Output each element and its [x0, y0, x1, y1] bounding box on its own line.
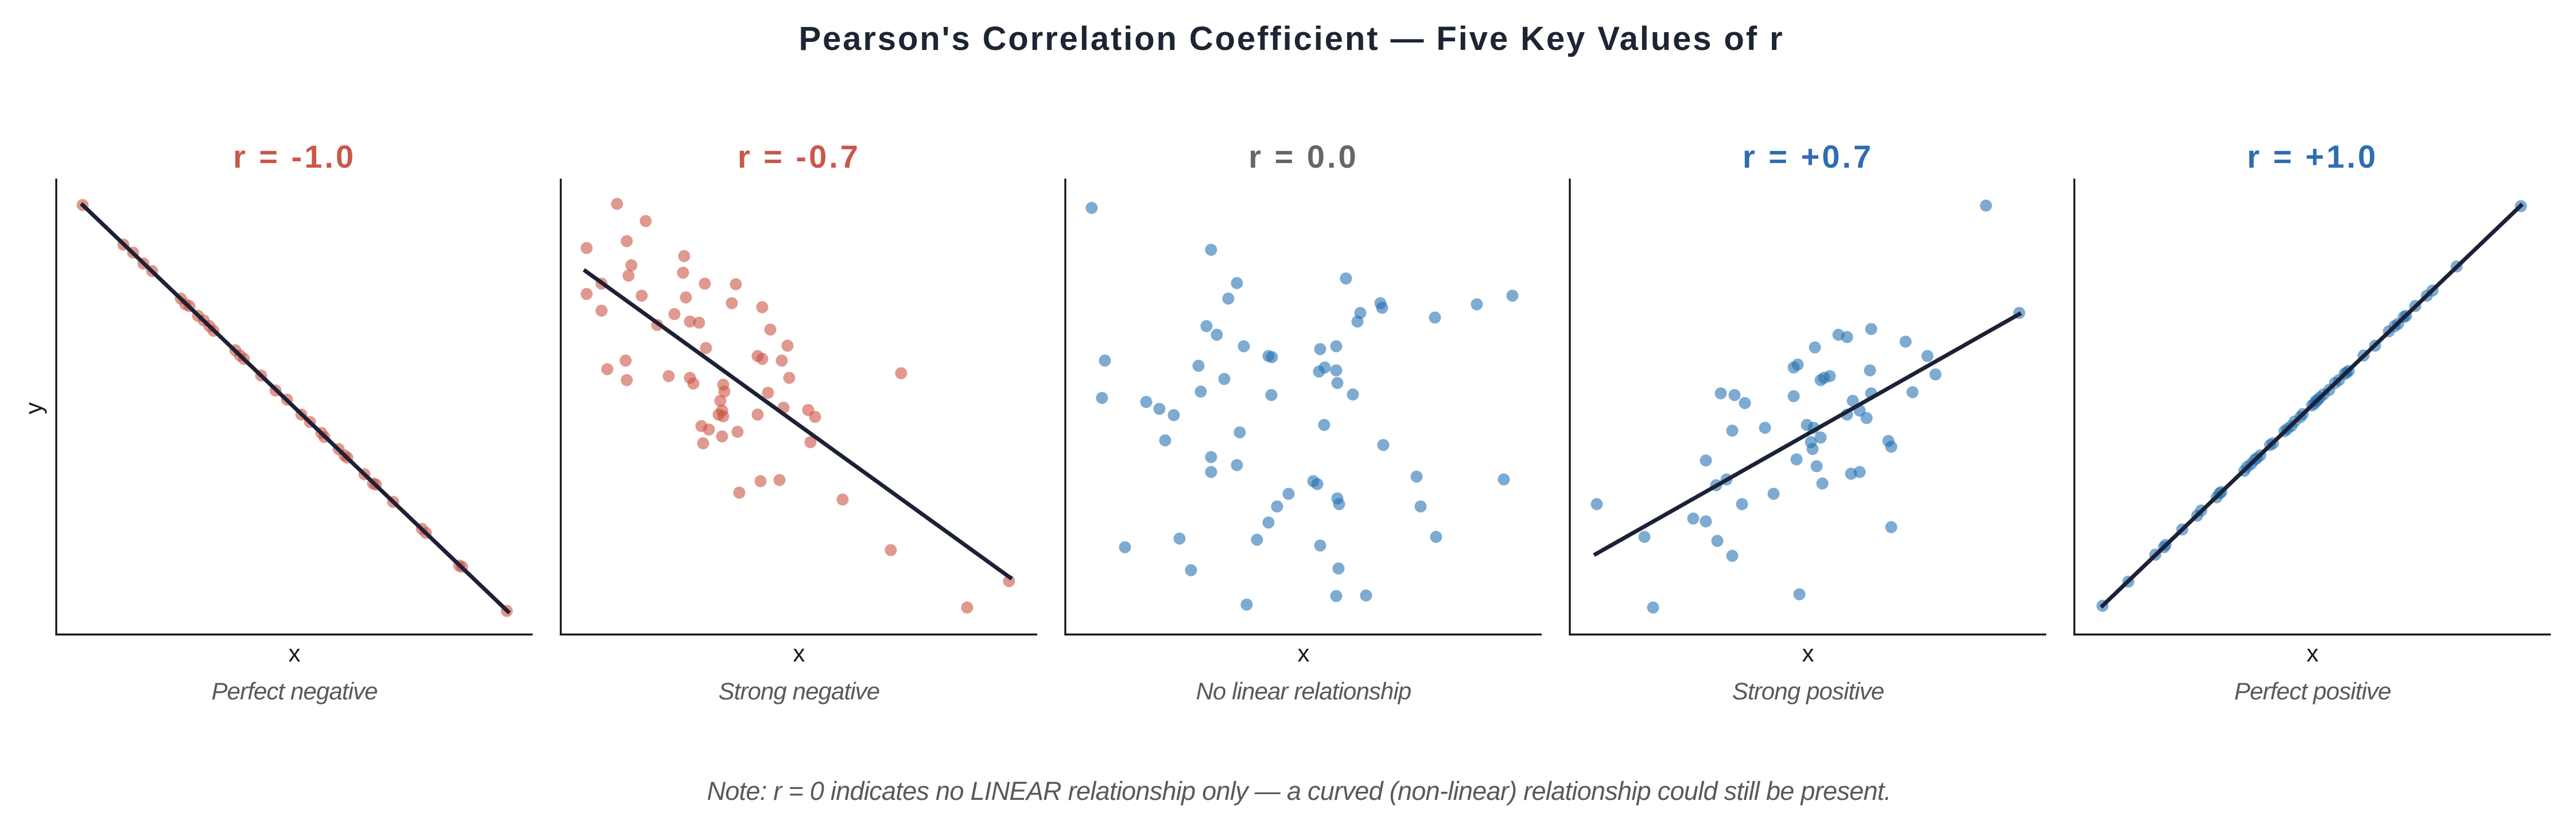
svg-text:x: x: [289, 640, 301, 667]
svg-text:r = -0.7: r = -0.7: [738, 138, 860, 175]
svg-text:Strong positive: Strong positive: [1732, 678, 1884, 705]
svg-text:x: x: [1802, 640, 1814, 667]
svg-text:Note: r = 0 indicates no LINEA: Note: r = 0 indicates no LINEAR relation…: [707, 776, 1891, 806]
svg-text:r = +0.7: r = +0.7: [1743, 138, 1873, 175]
svg-text:x: x: [1298, 640, 1310, 667]
svg-text:x: x: [793, 640, 805, 667]
svg-text:Pearson's Correlation Coeffici: Pearson's Correlation Coefficient — Five…: [799, 20, 1784, 57]
svg-text:r = 0.0: r = 0.0: [1248, 138, 1358, 175]
svg-text:r = -1.0: r = -1.0: [233, 138, 356, 175]
svg-text:Strong negative: Strong negative: [719, 678, 880, 705]
svg-text:y: y: [20, 403, 47, 415]
svg-text:Perfect positive: Perfect positive: [2234, 678, 2391, 705]
svg-text:r = +1.0: r = +1.0: [2247, 138, 2378, 175]
svg-text:No linear relationship: No linear relationship: [1196, 678, 1411, 705]
svg-text:x: x: [2307, 640, 2319, 667]
svg-text:Perfect negative: Perfect negative: [211, 678, 377, 705]
